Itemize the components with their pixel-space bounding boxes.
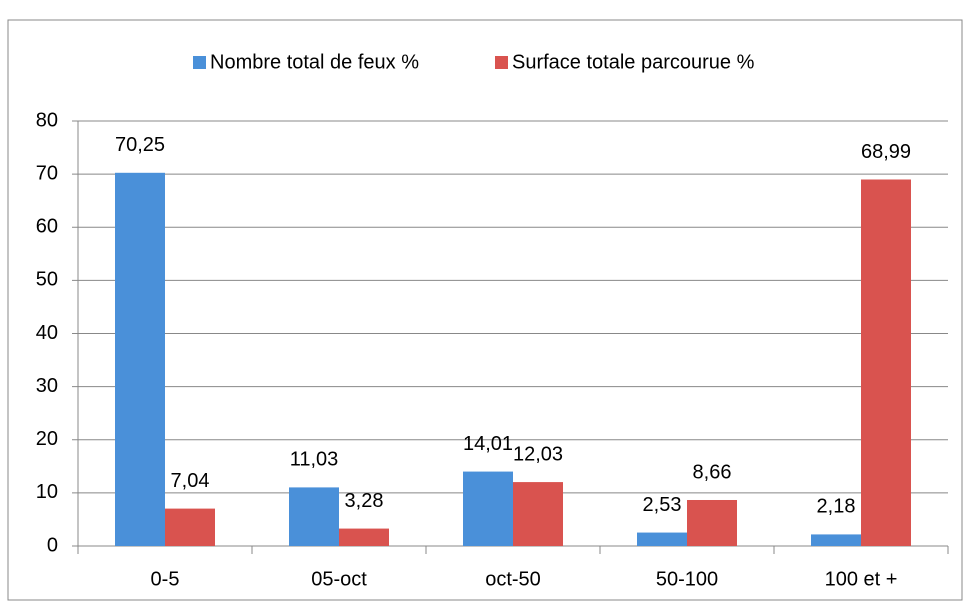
legend-swatch <box>495 56 508 69</box>
x-tick-label: 05-oct <box>311 568 367 590</box>
chart-frame <box>7 19 963 601</box>
legend-swatch <box>193 56 206 69</box>
x-tick-label: 0-5 <box>151 568 180 590</box>
legend-label: Nombre total de feux % <box>210 51 419 73</box>
bar <box>637 532 687 546</box>
bar <box>115 172 165 546</box>
bar <box>165 508 215 546</box>
bar <box>513 482 563 546</box>
y-tick-label: 60 <box>36 216 58 238</box>
y-tick-label: 30 <box>36 375 58 397</box>
y-tick-label: 50 <box>36 269 58 291</box>
x-tick-label: 50-100 <box>656 568 718 590</box>
data-label: 70,25 <box>115 134 165 156</box>
y-tick-label: 40 <box>36 322 58 344</box>
data-label: 2,53 <box>643 494 682 516</box>
data-label: 3,28 <box>345 490 384 512</box>
x-tick-label: oct-50 <box>485 568 541 590</box>
bar <box>339 528 389 546</box>
x-tick-label: 100 et + <box>825 568 898 590</box>
data-label: 7,04 <box>171 470 210 492</box>
y-tick-label: 70 <box>36 162 58 184</box>
bar <box>463 471 513 546</box>
data-label: 68,99 <box>861 141 911 163</box>
data-label: 11,03 <box>290 449 339 471</box>
y-tick-label: 0 <box>47 534 58 556</box>
data-label: 2,18 <box>817 496 856 518</box>
data-label: 8,66 <box>693 461 732 483</box>
bar <box>811 534 861 546</box>
bar <box>289 487 339 546</box>
bar <box>861 179 911 546</box>
y-tick-label: 80 <box>36 109 58 131</box>
data-label: 12,03 <box>513 443 563 465</box>
y-tick-label: 20 <box>36 428 58 450</box>
bar <box>687 499 737 546</box>
y-tick-label: 10 <box>36 481 58 503</box>
data-label: 14,01 <box>463 433 513 455</box>
legend-label: Surface totale parcourue % <box>512 51 755 73</box>
